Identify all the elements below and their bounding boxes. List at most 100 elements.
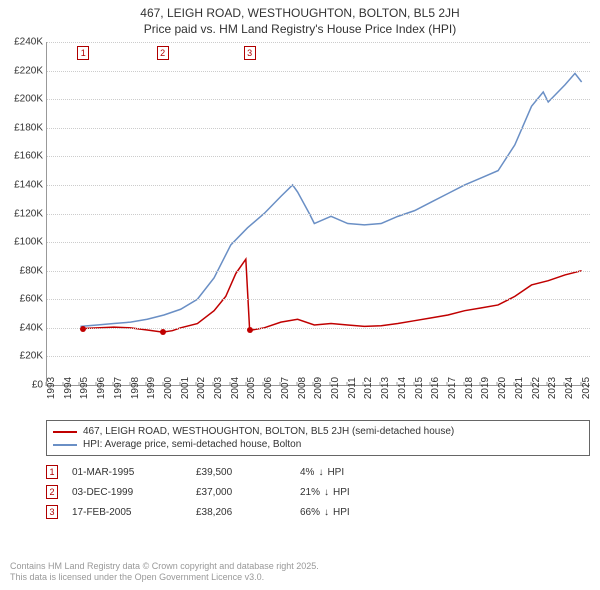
transaction-dot: [247, 327, 253, 333]
row-price: £38,206: [196, 507, 286, 518]
x-tick-label: 2019: [480, 377, 491, 399]
down-arrow-icon: ↓: [324, 487, 329, 498]
x-tick-label: 1999: [146, 377, 157, 399]
down-arrow-icon: ↓: [324, 507, 329, 518]
row-marker: 1: [46, 465, 58, 479]
y-tick-label: £140K: [14, 179, 47, 190]
x-tick-label: 2025: [581, 377, 592, 399]
transaction-table: 1 01-MAR-1995 £39,500 4% ↓ HPI 2 03-DEC-1999 £37…: [46, 462, 590, 522]
down-arrow-icon: ↓: [318, 467, 323, 478]
x-tick-label: 2006: [263, 377, 274, 399]
y-tick-label: £240K: [14, 37, 47, 48]
y-tick-label: £220K: [14, 65, 47, 76]
row-date: 01-MAR-1995: [72, 467, 182, 478]
gridline-h: [47, 71, 590, 72]
x-tick-label: 1997: [113, 377, 124, 399]
gridline-h: [47, 156, 590, 157]
row-price: £37,000: [196, 487, 286, 498]
x-tick-label: 1998: [130, 377, 141, 399]
x-tick-label: 2002: [196, 377, 207, 399]
x-tick-label: 1996: [96, 377, 107, 399]
gridline-h: [47, 42, 590, 43]
plot-area: £0£20K£40K£60K£80K£100K£120K£140K£160K£1…: [46, 42, 590, 386]
legend-row: HPI: Average price, semi-detached house,…: [53, 438, 583, 451]
x-tick-label: 2007: [280, 377, 291, 399]
y-tick-label: £40K: [20, 322, 47, 333]
row-price: £39,500: [196, 467, 286, 478]
row-hpi-label: HPI: [327, 467, 344, 478]
chart-title-line2: Price paid vs. HM Land Registry's House …: [10, 22, 590, 36]
table-row: 1 01-MAR-1995 £39,500 4% ↓ HPI: [46, 462, 590, 482]
x-tick-label: 2021: [514, 377, 525, 399]
legend-box: 467, LEIGH ROAD, WESTHOUGHTON, BOLTON, B…: [46, 420, 590, 456]
footer-line2: This data is licensed under the Open Gov…: [10, 572, 590, 584]
legend-swatch: [53, 431, 77, 433]
footer-line1: Contains HM Land Registry data © Crown c…: [10, 561, 590, 573]
x-tick-label: 1993: [46, 377, 57, 399]
x-tick-label: 1995: [79, 377, 90, 399]
x-tick-label: 2013: [380, 377, 391, 399]
footer-attribution: Contains HM Land Registry data © Crown c…: [10, 561, 590, 584]
y-tick-label: £120K: [14, 208, 47, 219]
row-marker: 2: [46, 485, 58, 499]
x-tick-label: 2000: [163, 377, 174, 399]
gridline-h: [47, 99, 590, 100]
x-tick-label: 2005: [246, 377, 257, 399]
x-tick-label: 2004: [230, 377, 241, 399]
gridline-h: [47, 328, 590, 329]
legend-swatch: [53, 444, 77, 446]
gridline-h: [47, 214, 590, 215]
row-marker: 3: [46, 505, 58, 519]
transaction-marker: 3: [244, 46, 256, 60]
x-tick-label: 1994: [63, 377, 74, 399]
x-axis-ticks: 1993199419951996199719981999200020012002…: [46, 386, 590, 412]
x-tick-label: 2017: [447, 377, 458, 399]
x-tick-label: 2014: [397, 377, 408, 399]
table-row: 2 03-DEC-1999 £37,000 21% ↓ HPI: [46, 482, 590, 502]
y-tick-label: £100K: [14, 237, 47, 248]
gridline-h: [47, 242, 590, 243]
legend-row: 467, LEIGH ROAD, WESTHOUGHTON, BOLTON, B…: [53, 425, 583, 438]
row-hpi: 4% ↓ HPI: [300, 467, 344, 478]
x-tick-label: 2023: [547, 377, 558, 399]
gridline-h: [47, 356, 590, 357]
x-tick-label: 2015: [414, 377, 425, 399]
x-tick-label: 2009: [313, 377, 324, 399]
x-tick-label: 2001: [180, 377, 191, 399]
x-tick-label: 2003: [213, 377, 224, 399]
row-hpi-pct: 4%: [300, 467, 314, 478]
gridline-h: [47, 185, 590, 186]
row-date: 17-FEB-2005: [72, 507, 182, 518]
x-tick-label: 2024: [564, 377, 575, 399]
table-row: 3 17-FEB-2005 £38,206 66% ↓ HPI: [46, 502, 590, 522]
x-tick-label: 2012: [363, 377, 374, 399]
x-tick-label: 2018: [464, 377, 475, 399]
y-tick-label: £80K: [20, 265, 47, 276]
transaction-dot: [160, 329, 166, 335]
x-tick-label: 2022: [531, 377, 542, 399]
transaction-dot: [80, 326, 86, 332]
y-tick-label: £160K: [14, 151, 47, 162]
row-hpi-pct: 21%: [300, 487, 320, 498]
transaction-marker: 2: [157, 46, 169, 60]
row-hpi-label: HPI: [333, 507, 350, 518]
gridline-h: [47, 128, 590, 129]
row-hpi-pct: 66%: [300, 507, 320, 518]
chart-title-line1: 467, LEIGH ROAD, WESTHOUGHTON, BOLTON, B…: [10, 6, 590, 20]
x-tick-label: 2011: [347, 377, 358, 399]
legend-label: 467, LEIGH ROAD, WESTHOUGHTON, BOLTON, B…: [83, 426, 454, 437]
gridline-h: [47, 299, 590, 300]
x-tick-label: 2016: [430, 377, 441, 399]
x-tick-label: 2008: [297, 377, 308, 399]
gridline-h: [47, 271, 590, 272]
row-hpi-label: HPI: [333, 487, 350, 498]
x-tick-label: 2020: [497, 377, 508, 399]
legend-label: HPI: Average price, semi-detached house,…: [83, 439, 301, 450]
y-tick-label: £180K: [14, 122, 47, 133]
chart-container: £0£20K£40K£60K£80K£100K£120K£140K£160K£1…: [46, 42, 590, 412]
row-hpi: 66% ↓ HPI: [300, 507, 350, 518]
y-tick-label: £60K: [20, 294, 47, 305]
x-tick-label: 2010: [330, 377, 341, 399]
row-date: 03-DEC-1999: [72, 487, 182, 498]
y-tick-label: £20K: [20, 351, 47, 362]
